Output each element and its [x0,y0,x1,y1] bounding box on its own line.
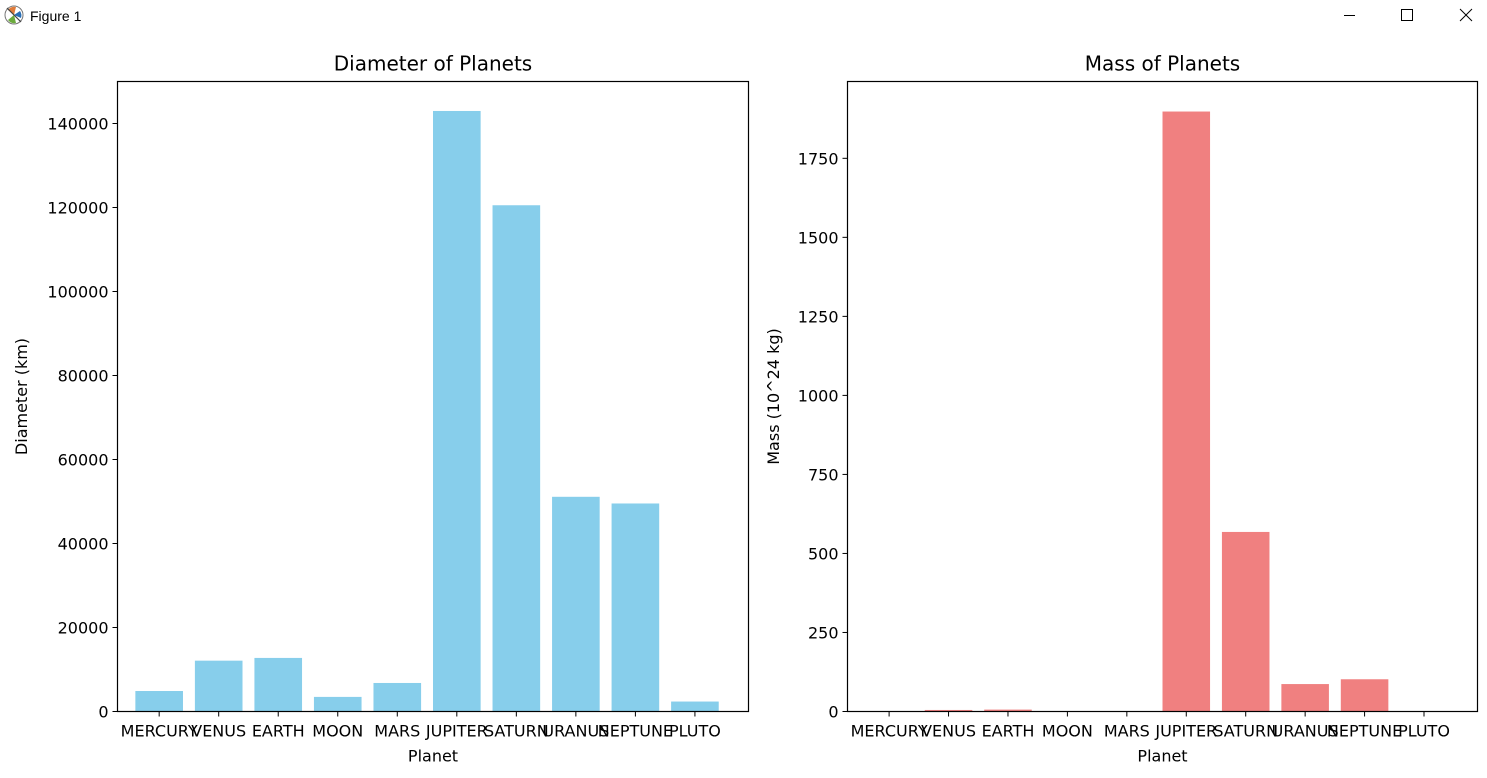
x-axis-label: Planet [1137,747,1187,766]
figure-canvas: 0 20000 40000 60000 80000 100000 120000 140000 M… [12,52,1479,766]
x-tick-label-jupiter: JUPITER [1154,722,1217,741]
bar-earth [984,709,1032,712]
y-tick-label: 1750 [798,149,839,168]
x-tick-label-saturn: SATURN [1213,722,1278,741]
bar-uranus [552,496,600,712]
bar-uranus [1281,684,1329,712]
y-tick-label: 20000 [58,619,109,638]
bar-earth [254,657,303,712]
y-tick-label: 1000 [798,386,839,405]
close-button[interactable] [1436,0,1487,32]
x-tick-label-earth: EARTH [982,722,1035,741]
bar-venus [194,660,243,712]
x-tick-label-moon: MOON [312,722,363,741]
y-tick-label: 750 [808,465,839,484]
x-tick-label-mars: MARS [374,722,420,741]
y-tick-label: 0 [98,703,108,722]
y-tick-label: 100000 [47,283,108,302]
y-tick-label: 250 [808,623,839,642]
y-tick-label: 120000 [47,199,108,218]
bar-jupiter [433,110,481,712]
y-tick-label: 0 [828,703,838,722]
y-tick-label: 40000 [58,535,109,554]
minimize-icon [1344,15,1355,16]
bar-moon [313,696,362,712]
x-tick-label-pluto: PLUTO [1398,722,1450,741]
y-tick-label: 500 [808,544,839,563]
x-tick-label-venus: VENUS [921,722,976,741]
maximize-icon [1401,9,1413,21]
y-axis-label: Diameter (km) [12,338,31,455]
x-tick-label-moon: MOON [1042,722,1093,741]
axes-frame [116,80,750,713]
y-tick-label: 60000 [58,451,109,470]
x-tick-label-earth: EARTH [252,722,305,741]
y-tick-label: 1250 [798,307,839,326]
bar-saturn [492,205,541,712]
axes-frame [846,80,1479,713]
x-tick-label-uranus: URANUS [542,722,609,741]
x-tick-label-jupiter: JUPITER [425,722,488,741]
x-tick-label-uranus: URANUS [1272,722,1339,741]
chart-title: Mass of Planets [1085,52,1240,76]
maximize-button[interactable] [1378,0,1436,32]
x-tick-label-mercury: MERCURY [851,722,928,741]
bar-neptune [611,503,660,712]
window-title: Figure 1 [30,8,82,24]
bar-mercury [135,691,183,712]
x-tick-label-saturn: SATURN [484,722,549,741]
minimize-button[interactable] [1320,0,1378,32]
close-icon [1459,8,1473,22]
y-tick-label: 140000 [47,115,108,134]
y-tick-label: 80000 [58,367,109,386]
y-axis-label: Mass (10^24 kg) [764,328,783,464]
bar-saturn [1221,531,1270,712]
x-axis-label: Planet [408,747,458,766]
bar-neptune [1340,679,1389,712]
x-tick-label-neptune: NEPTUNE [1327,722,1402,741]
chart-title: Diameter of Planets [334,52,532,76]
window-titlebar: Figure 1 [0,0,1487,32]
x-tick-label-mars: MARS [1104,722,1150,741]
x-tick-label-venus: VENUS [191,722,246,741]
bar-venus [924,709,973,712]
x-tick-label-mercury: MERCURY [121,722,198,741]
y-tick-label: 1500 [798,228,839,247]
bar-mars [373,682,422,712]
diameter-chart: 0 20000 40000 60000 80000 100000 120000 140000 M… [12,52,750,766]
bar-pluto [671,701,719,712]
bar-jupiter [1162,111,1211,712]
x-tick-label-pluto: PLUTO [669,722,721,741]
matplotlib-figure-icon [4,5,24,25]
x-tick-label-neptune: NEPTUNE [598,722,673,741]
